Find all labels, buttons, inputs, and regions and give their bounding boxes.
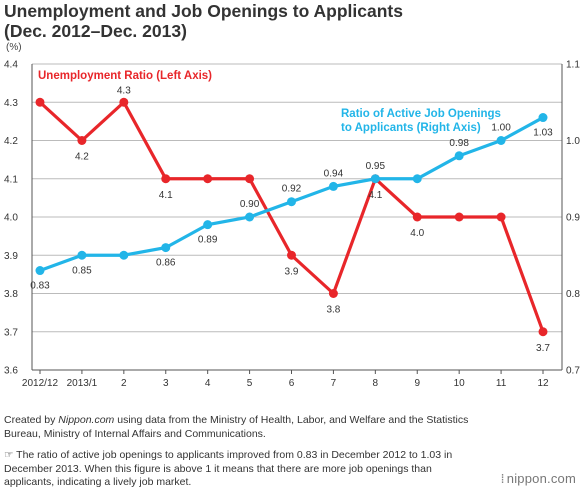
x-axis-tick-label: 11 bbox=[496, 378, 507, 389]
x-axis-tick-label: 4 bbox=[205, 378, 211, 389]
right-axis-tick-label: 1.0 bbox=[566, 136, 580, 147]
left-axis-tick-label: 3.7 bbox=[4, 327, 18, 338]
brand-logo: ⁞ nippon.com bbox=[500, 471, 576, 487]
data-point-1 bbox=[328, 289, 338, 298]
x-axis-tick-label: 2 bbox=[121, 378, 127, 389]
legend-unemployment: Unemployment Ratio (Left Axis) bbox=[38, 70, 212, 82]
data-point-1 bbox=[538, 327, 548, 337]
data-label-2: 0.85 bbox=[72, 265, 92, 276]
legend-job-openings-line1: Ratio of Active Job Openings bbox=[341, 108, 501, 120]
data-point-1 bbox=[35, 97, 45, 107]
data-label-2: 0.95 bbox=[366, 161, 386, 172]
data-label-2: 0.98 bbox=[449, 138, 469, 149]
data-label-1: 3.7 bbox=[536, 343, 550, 354]
pointing-hand-icon: ☞ bbox=[4, 449, 14, 461]
x-axis-tick-label: 2012/12 bbox=[22, 378, 59, 389]
data-point-2 bbox=[119, 250, 129, 260]
data-point-2 bbox=[77, 250, 87, 260]
x-axis-tick-label: 7 bbox=[331, 378, 337, 389]
x-axis-tick-label: 10 bbox=[454, 378, 466, 389]
data-point-2 bbox=[161, 243, 171, 253]
unit-label: (%) bbox=[6, 42, 22, 53]
data-point-2 bbox=[328, 181, 338, 191]
brand-text: nippon.com bbox=[506, 471, 576, 486]
data-point-1 bbox=[203, 174, 213, 184]
line-chart: 4.4 4.3 4.2 4.1 4.0 3.9 3.8 3.7 3.6 1.1 1.0 0.9 0.8 0… bbox=[4, 60, 580, 390]
data-point-1 bbox=[412, 212, 422, 222]
data-label-1: 4.0 bbox=[410, 228, 424, 239]
right-axis-tick-label: 0.9 bbox=[566, 213, 580, 224]
data-point-2 bbox=[203, 220, 213, 230]
data-label-2: 0.90 bbox=[240, 199, 260, 210]
x-axis-tick-label: 9 bbox=[414, 378, 420, 389]
data-point-1 bbox=[119, 97, 129, 107]
data-label-1: 4.1 bbox=[159, 190, 173, 201]
data-point-2 bbox=[496, 136, 506, 145]
x-axis-tick-label: 8 bbox=[373, 378, 379, 389]
left-axis-tick-label: 4.4 bbox=[4, 60, 18, 71]
x-axis-tick-label: 3 bbox=[163, 378, 169, 389]
data-point-2 bbox=[538, 113, 548, 123]
left-axis-tick-label: 4.2 bbox=[4, 136, 18, 147]
data-point-1 bbox=[77, 136, 87, 145]
data-point-1 bbox=[496, 212, 506, 222]
data-point-1 bbox=[454, 212, 464, 222]
data-point-2 bbox=[370, 174, 380, 184]
data-label-1: 3.8 bbox=[326, 305, 340, 316]
credit-site: Nippon.com bbox=[58, 414, 115, 426]
data-label-1: 3.9 bbox=[285, 266, 299, 277]
right-axis-tick-label: 0.8 bbox=[566, 289, 580, 300]
left-axis-tick-label: 3.6 bbox=[4, 366, 18, 377]
x-axis-tick-label: 12 bbox=[537, 378, 549, 389]
title-line-2: (Dec. 2012–Dec. 2013) bbox=[4, 21, 187, 41]
data-label-2: 1.03 bbox=[533, 128, 553, 139]
data-label-1: 4.1 bbox=[368, 190, 382, 201]
left-axis-tick-label: 4.3 bbox=[4, 98, 18, 109]
data-point-1 bbox=[161, 174, 171, 184]
right-axis-tick-label: 0.7 bbox=[566, 366, 580, 377]
notes: Created by Nippon.com using data from th… bbox=[4, 414, 474, 498]
right-axis-tick-label: 1.1 bbox=[566, 60, 580, 71]
note-text: The ratio of active job openings to appl… bbox=[4, 449, 453, 488]
data-point-1 bbox=[287, 250, 296, 260]
x-axis-tick-label: 5 bbox=[247, 378, 253, 389]
data-point-2 bbox=[245, 212, 255, 222]
data-point-2 bbox=[454, 151, 464, 161]
credit-prefix: Created by bbox=[4, 414, 59, 426]
data-point-2 bbox=[287, 197, 296, 207]
data-label-1: 4.3 bbox=[117, 85, 131, 96]
title-line-1: Unemployment and Job Openings to Applica… bbox=[4, 1, 403, 21]
x-axis-tick-label: 6 bbox=[289, 378, 295, 389]
left-axis-tick-label: 4.0 bbox=[4, 213, 18, 224]
data-point-2 bbox=[412, 174, 422, 184]
left-axis-tick-label: 4.1 bbox=[4, 174, 18, 185]
credit-rest: using data from the Ministry of Health, … bbox=[4, 414, 469, 440]
data-label-1: 4.2 bbox=[75, 152, 89, 163]
legend-job-openings-line2: to Applicants (Right Axis) bbox=[341, 122, 481, 134]
data-label-2: 0.89 bbox=[198, 235, 218, 246]
data-point-2 bbox=[35, 266, 45, 276]
source-credit: Created by Nippon.com using data from th… bbox=[4, 414, 474, 441]
data-label-2: 0.86 bbox=[156, 258, 176, 269]
chart-title: Unemployment and Job Openings to Applica… bbox=[4, 1, 403, 41]
chart-note: ☞ The ratio of active job openings to ap… bbox=[4, 449, 474, 490]
nippon-logo-icon: ⁞ bbox=[500, 472, 505, 487]
left-axis-tick-label: 3.8 bbox=[4, 289, 18, 300]
data-label-2: 0.83 bbox=[30, 281, 50, 292]
left-axis-tick-label: 3.9 bbox=[4, 251, 18, 262]
data-point-1 bbox=[245, 174, 255, 184]
data-label-2: 0.92 bbox=[282, 184, 302, 195]
data-label-2: 1.00 bbox=[491, 123, 511, 134]
x-axis-tick-label: 2013/1 bbox=[67, 378, 98, 389]
data-label-2: 0.94 bbox=[324, 168, 344, 179]
